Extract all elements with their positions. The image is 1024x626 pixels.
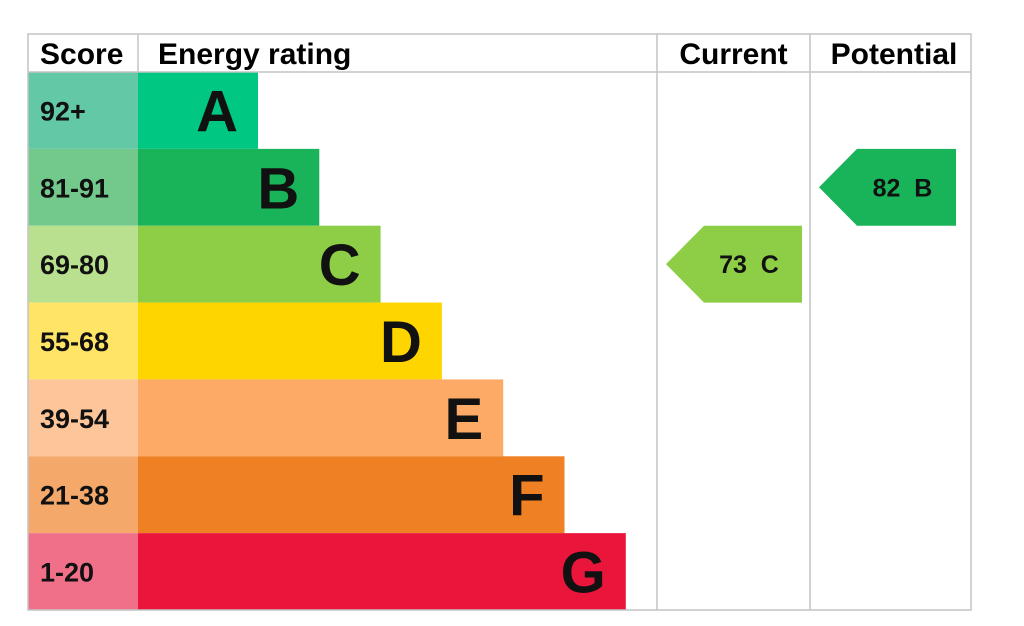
score-cell-e: [28, 379, 138, 457]
score-range-e: 39-54: [40, 404, 109, 434]
header-potential: Potential: [831, 38, 958, 71]
rating-bar-a: [138, 72, 258, 149]
score-range-g: 1-20: [40, 558, 94, 588]
potential-rating-label: 82 B: [873, 174, 933, 202]
score-cell-a: [28, 72, 138, 149]
rating-letter-f: F: [509, 464, 544, 529]
score-range-d: 55-68: [40, 327, 109, 357]
rating-bar-f: [138, 456, 565, 534]
potential-rating-arrow: [819, 148, 956, 226]
rating-letter-e: E: [445, 387, 484, 452]
grid-layer: [27, 33, 972, 611]
score-cell-g: [28, 533, 138, 610]
rating-letter-b: B: [257, 156, 299, 221]
current-rating-label: 73 C: [719, 251, 779, 279]
rating-bar-e: [138, 379, 504, 457]
score-cell-f: [28, 456, 138, 534]
score-range-f: 21-38: [40, 481, 109, 511]
score-cell-b: [28, 148, 138, 226]
rating-letter-d: D: [380, 310, 422, 375]
score-range-a: 92+: [40, 96, 86, 126]
rating-bar-d: [138, 302, 442, 380]
rating-letter-a: A: [196, 79, 238, 144]
score-range-c: 69-80: [40, 250, 109, 280]
header-score: Score: [40, 38, 123, 71]
bands-layer: 92+ A 81-91 B 69-80 C 55-68 D 39-54 E 21-38 F 1-20 G: [28, 72, 626, 610]
rating-bar-b: [138, 148, 320, 226]
current-rating-arrow: [666, 225, 802, 303]
header-row: Score Energy rating Current Potential: [40, 38, 957, 71]
rating-letter-g: G: [561, 541, 606, 606]
header-energy-rating: Energy rating: [158, 38, 351, 71]
score-cell-c: [28, 225, 138, 303]
header-current: Current: [679, 38, 787, 71]
score-range-b: 81-91: [40, 173, 109, 203]
chart-border: [27, 33, 972, 611]
arrows-layer: 73 C 82 B: [666, 148, 956, 303]
rating-bar-c: [138, 225, 381, 303]
score-cell-d: [28, 302, 138, 380]
rating-letter-c: C: [319, 233, 361, 298]
rating-bar-g: [138, 533, 626, 610]
